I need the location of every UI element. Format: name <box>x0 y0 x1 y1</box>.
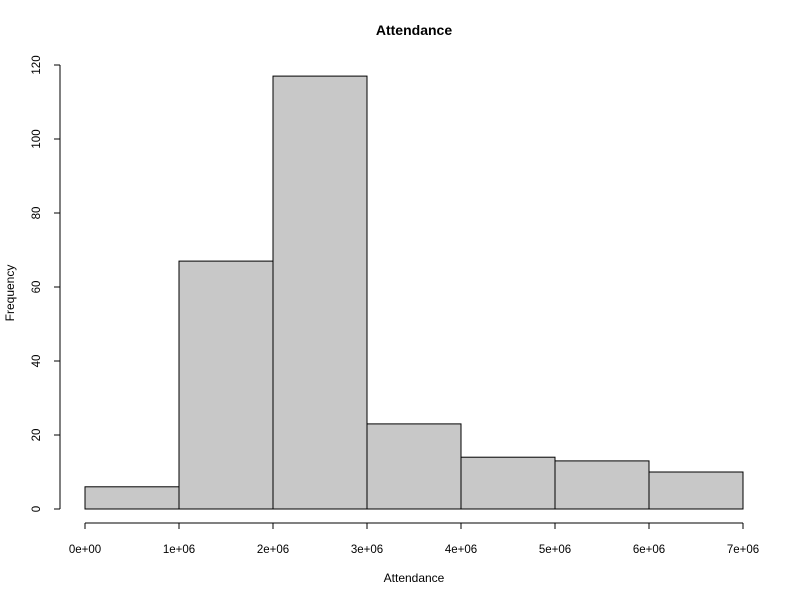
histogram-bar <box>178 260 274 510</box>
x-tick-label: 1e+06 <box>163 544 195 556</box>
y-tick-label: 40 <box>31 355 43 368</box>
y-tick-label: 100 <box>31 129 43 148</box>
y-tick-label: 0 <box>31 506 43 512</box>
x-axis-label: Attendance <box>384 571 445 585</box>
x-tick-label: 6e+06 <box>633 544 665 556</box>
y-tick-label: 120 <box>31 55 43 74</box>
histogram-bar <box>554 460 650 510</box>
x-tick-label: 3e+06 <box>351 544 383 556</box>
y-axis-label: Frequency <box>3 265 17 322</box>
x-axis: 0e+00 1e+06 2e+06 3e+06 4e+06 5e+06 6e+06 7e+06 <box>69 522 759 556</box>
histogram-bar <box>460 456 556 510</box>
y-axis: 0 20 40 60 80 100 120 <box>31 55 61 512</box>
y-tick-label: 80 <box>31 207 43 220</box>
histogram-bar <box>84 486 180 510</box>
y-tick-label: 20 <box>31 429 43 442</box>
y-tick-label: 60 <box>31 281 43 294</box>
x-tick-label: 4e+06 <box>445 544 477 556</box>
chart-title: Attendance <box>376 22 452 38</box>
x-tick-label: 7e+06 <box>727 544 759 556</box>
x-tick-label: 2e+06 <box>257 544 289 556</box>
histogram-bar <box>366 423 462 510</box>
histogram-bar <box>648 471 744 510</box>
histogram-bar <box>272 75 368 510</box>
x-tick-label: 5e+06 <box>539 544 571 556</box>
x-tick-label: 0e+00 <box>69 544 101 556</box>
histogram-bars <box>84 75 744 510</box>
